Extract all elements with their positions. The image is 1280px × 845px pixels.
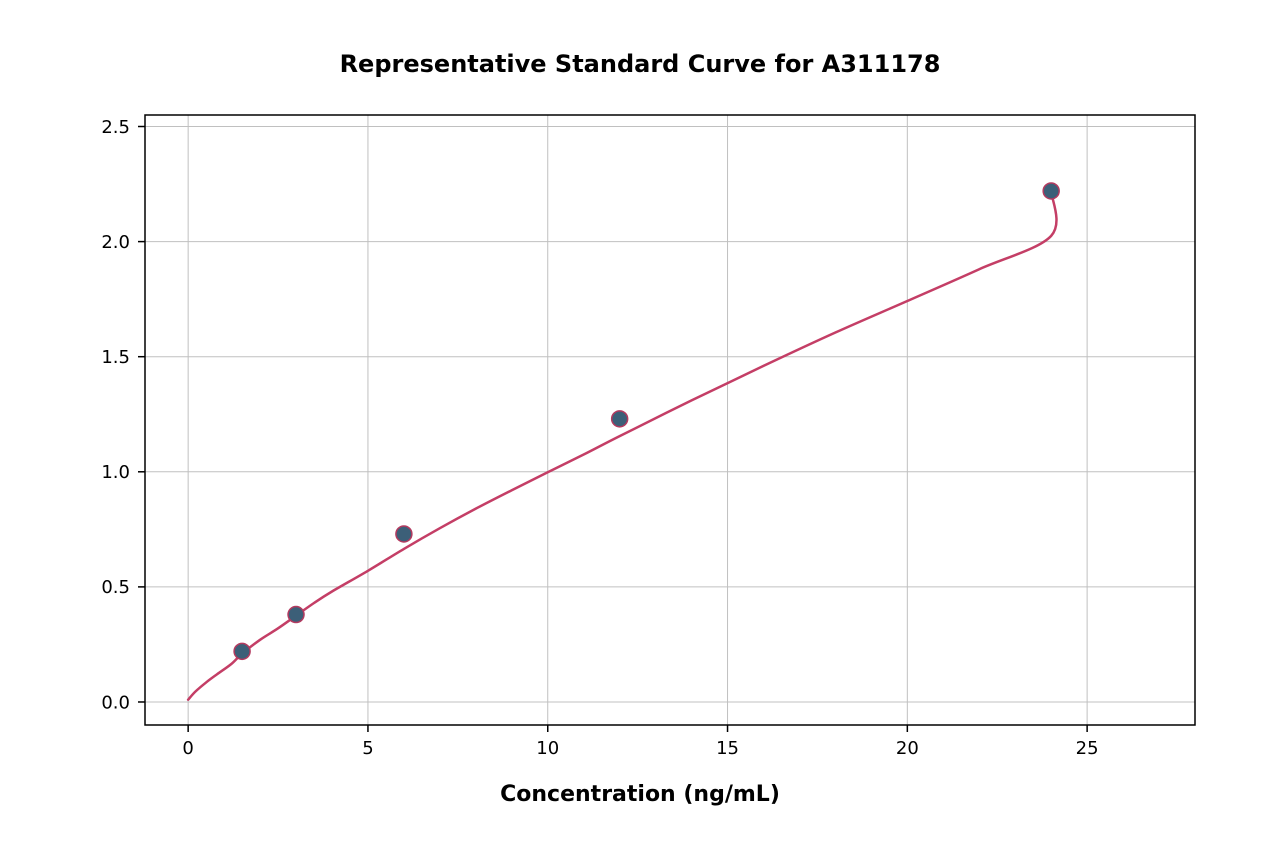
svg-text:2.0: 2.0: [101, 232, 130, 253]
svg-text:25: 25: [1076, 738, 1099, 759]
svg-text:0.5: 0.5: [101, 577, 130, 598]
svg-text:1.5: 1.5: [101, 347, 130, 368]
svg-text:20: 20: [896, 738, 919, 759]
svg-text:0: 0: [182, 738, 193, 759]
chart-container: Representative Standard Curve for A31117…: [0, 0, 1280, 845]
svg-text:2.5: 2.5: [101, 117, 130, 138]
svg-text:15: 15: [716, 738, 739, 759]
svg-text:10: 10: [536, 738, 559, 759]
svg-text:0.0: 0.0: [101, 692, 130, 713]
chart-svg: 0 5 10 15 20 25 0.0 0.5 1.0 1.5 2.0 2.5: [0, 0, 1280, 845]
svg-text:5: 5: [362, 738, 373, 759]
svg-text:1.0: 1.0: [101, 462, 130, 483]
